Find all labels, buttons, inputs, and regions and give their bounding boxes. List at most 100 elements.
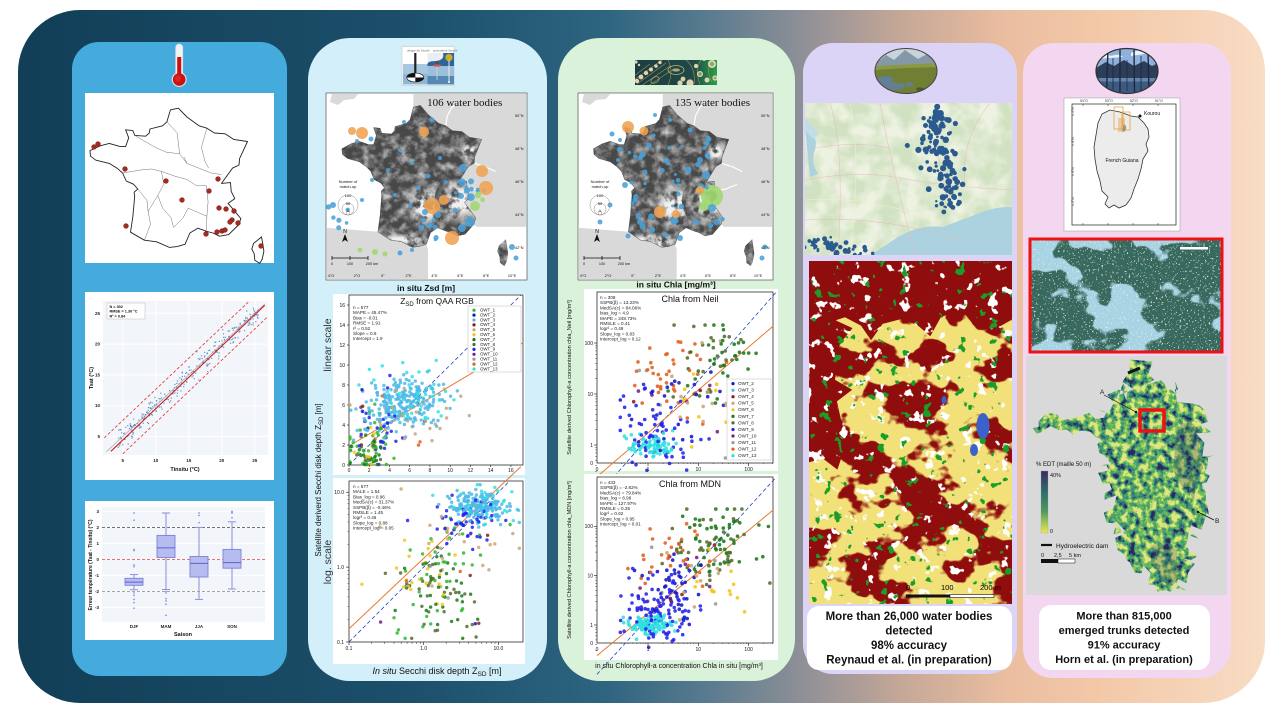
svg-text:52°O: 52°O [1130, 99, 1138, 103]
svg-text:20: 20 [219, 458, 225, 463]
svg-text:SON: SON [227, 624, 237, 629]
svg-text:8°E: 8°E [483, 274, 490, 278]
svg-text:1.0: 1.0 [420, 646, 427, 652]
svg-text:1: 1 [590, 623, 593, 629]
svg-text:OWT_8: OWT_8 [480, 342, 496, 347]
svg-text:1: 1 [647, 647, 650, 653]
svg-text:10.0: 10.0 [494, 646, 504, 652]
svg-text:logr² = 0.49: logr² = 0.49 [600, 326, 624, 331]
svg-text:linear scale: linear scale [322, 318, 334, 371]
svg-text:SSPB(β) = -0.46%: SSPB(β) = -0.46% [353, 505, 391, 510]
svg-text:200 km: 200 km [618, 262, 630, 266]
svg-text:2,5: 2,5 [1054, 553, 1062, 559]
svg-text:OWT_5: OWT_5 [738, 401, 754, 406]
svg-text:16: 16 [339, 303, 345, 309]
svg-text:in situ Chlorophyll-a concentr: in situ Chlorophyll-a concentration Chla… [595, 663, 763, 670]
svg-text:OWT_13: OWT_13 [480, 366, 498, 371]
svg-text:2°O: 2°O [354, 274, 361, 278]
svg-text:200 km: 200 km [366, 262, 378, 266]
svg-text:match-up: match-up [340, 184, 357, 189]
svg-text:12: 12 [339, 343, 345, 349]
svg-text:10.0: 10.0 [334, 490, 344, 496]
svg-text:100: 100 [744, 647, 753, 653]
svg-text:10: 10 [95, 403, 101, 408]
svg-text:OWT_11: OWT_11 [480, 357, 498, 362]
svg-text:MedSA(c) = 79.84%: MedSA(c) = 79.84% [600, 490, 641, 495]
svg-text:2: 2 [96, 525, 99, 530]
svg-text:1: 1 [590, 443, 593, 449]
svg-text:51°O: 51°O [1155, 99, 1163, 103]
svg-text:n = 433: n = 433 [600, 480, 616, 485]
svg-text:Number of: Number of [591, 179, 611, 184]
svg-text:20: 20 [95, 342, 101, 347]
svg-text:OWT_3: OWT_3 [738, 388, 754, 393]
svg-text:0: 0 [596, 647, 599, 653]
svg-text:log. scale: log. scale [322, 540, 334, 585]
svg-text:MAM: MAM [161, 624, 172, 629]
svg-text:profondeur Secchi: profondeur Secchi [433, 49, 458, 53]
svg-text:OWT_10: OWT_10 [480, 352, 498, 357]
svg-text:5 km: 5 km [1069, 553, 1081, 559]
svg-text:0°: 0° [631, 274, 635, 278]
svg-text:-2: -2 [95, 589, 99, 594]
svg-text:detected: detected [885, 626, 932, 638]
svg-text:MALE = 1.54: MALE = 1.54 [353, 489, 380, 494]
svg-text:46°N: 46°N [515, 180, 524, 184]
svg-text:50°N: 50°N [515, 114, 524, 118]
svg-text:40%: 40% [1050, 473, 1061, 479]
svg-text:135 water bodies: 135 water bodies [675, 97, 750, 109]
svg-text:MedSA(c) = 84.06%: MedSA(c) = 84.06% [600, 305, 641, 310]
svg-text:6: 6 [342, 403, 345, 409]
svg-text:A: A [1100, 389, 1105, 396]
svg-text:100: 100 [347, 262, 353, 266]
svg-text:4: 4 [388, 468, 391, 474]
svg-text:OWT_2: OWT_2 [738, 381, 754, 386]
svg-text:0: 0 [906, 583, 910, 592]
svg-text:0: 0 [596, 467, 599, 473]
svg-text:in situ Zsd [m]: in situ Zsd [m] [397, 283, 455, 293]
svg-text:2°E: 2°E [655, 274, 662, 278]
svg-text:RMSLE = 1.45: RMSLE = 1.45 [353, 510, 383, 515]
svg-text:Bias = -0.01: Bias = -0.01 [353, 315, 378, 320]
svg-text:Saison: Saison [174, 632, 193, 638]
svg-text:14: 14 [339, 323, 345, 329]
svg-text:2°N: 2°N [1071, 197, 1075, 203]
svg-text:OWT_1: OWT_1 [480, 308, 496, 313]
svg-text:disque de Secchi: disque de Secchi [407, 49, 430, 53]
svg-text:More than 815,000: More than 815,000 [1076, 611, 1171, 623]
svg-text:Intercept = 1.9: Intercept = 1.9 [353, 336, 383, 341]
svg-text:OWT_6: OWT_6 [738, 407, 754, 412]
svg-text:6°E: 6°E [457, 274, 464, 278]
svg-text:44°N: 44°N [761, 213, 770, 217]
svg-text:0: 0 [96, 557, 99, 562]
svg-text:N: N [343, 229, 347, 235]
svg-text:100: 100 [585, 524, 594, 530]
svg-text:match-up: match-up [592, 184, 609, 189]
svg-text:RMSE = 1.91: RMSE = 1.91 [353, 321, 381, 326]
svg-text:48°N: 48°N [761, 147, 770, 151]
svg-text:42°N: 42°N [761, 246, 770, 250]
svg-text:RMSLE = 0.35: RMSLE = 0.35 [600, 506, 630, 511]
svg-text:in situ Chla [mg/m³]: in situ Chla [mg/m³] [636, 280, 716, 290]
svg-text:10: 10 [339, 363, 345, 369]
svg-text:% EDT (maille 50 m): % EDT (maille 50 m) [1036, 462, 1091, 468]
svg-text:16: 16 [508, 468, 514, 474]
svg-text:Erreur température (Tsat - Tin: Erreur température (Tsat - Tinsitu) (°C) [88, 519, 94, 610]
svg-text:French Guiana: French Guiana [1105, 158, 1138, 164]
svg-text:Chla from Neil: Chla from Neil [661, 294, 718, 304]
svg-text:N: N [595, 229, 599, 235]
svg-text:Intercept_log = 0.01: Intercept_log = 0.01 [600, 522, 641, 527]
svg-text:Slope_log = 0.88: Slope_log = 0.88 [353, 520, 388, 525]
svg-text:Satellite derived Chlorophyll-: Satellite derived Chlorophyll-a concentr… [567, 481, 573, 639]
svg-text:10: 10 [447, 468, 453, 474]
svg-text:MAPE = 127.97%: MAPE = 127.97% [600, 501, 636, 506]
svg-text:Slope_log = 0.95: Slope_log = 0.95 [600, 516, 635, 521]
svg-text:Intercept_log = 0.05: Intercept_log = 0.05 [353, 526, 394, 531]
svg-text:10: 10 [587, 574, 593, 580]
svg-text:0: 0 [348, 468, 351, 474]
svg-text:SSPB(β) = 13.23%: SSPB(β) = 13.23% [600, 300, 639, 305]
svg-text:10: 10 [153, 458, 159, 463]
svg-text:OWT_12: OWT_12 [738, 447, 757, 452]
svg-text:0: 0 [583, 262, 585, 266]
svg-text:50: 50 [346, 201, 351, 206]
